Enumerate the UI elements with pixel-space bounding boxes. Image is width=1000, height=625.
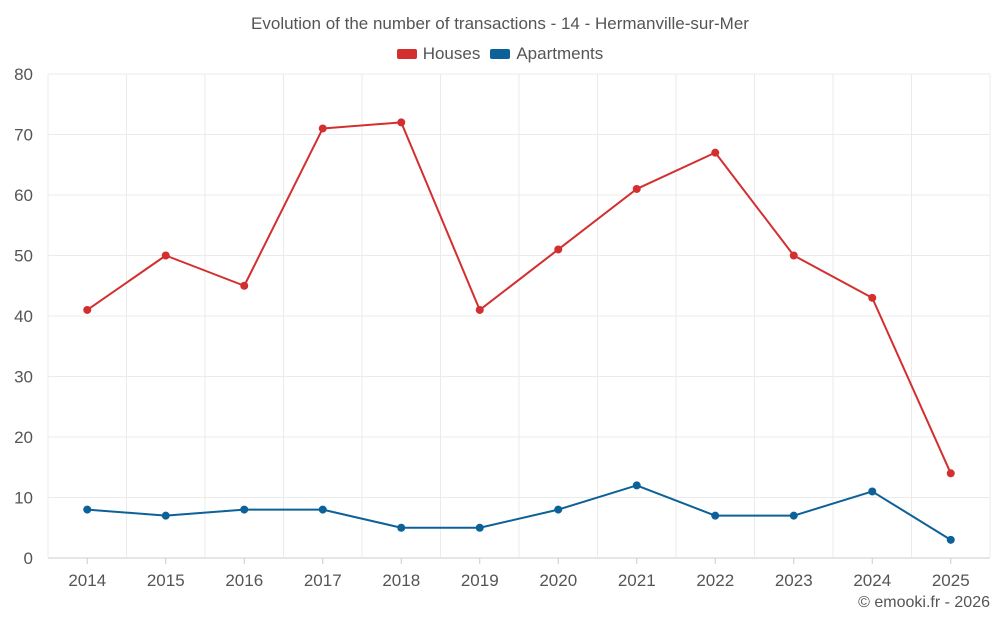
x-tick-label: 2022: [696, 571, 734, 590]
y-tick-label: 20: [14, 428, 33, 447]
legend-item-houses[interactable]: Houses: [396, 44, 481, 64]
x-tick-label: 2015: [147, 571, 185, 590]
y-tick-label: 60: [14, 186, 33, 205]
x-tick-label: 2023: [775, 571, 813, 590]
data-point-apartments-2020[interactable]: [554, 505, 563, 514]
series-line-apartments: [87, 484, 952, 541]
y-tick-label: 40: [14, 307, 33, 326]
x-tick-label: 2018: [382, 571, 420, 590]
data-point-houses-2016[interactable]: [240, 281, 249, 290]
legend-item-apartments[interactable]: Apartments: [490, 44, 603, 64]
series-group: [83, 118, 955, 544]
x-tick-label: 2020: [539, 571, 577, 590]
data-point-apartments-2022[interactable]: [711, 511, 720, 520]
credit-text: © emooki.fr - 2026: [858, 594, 990, 611]
legend-label-houses: Houses: [422, 44, 481, 63]
chart-title: Evolution of the number of transactions …: [251, 14, 749, 33]
legend-swatch-houses: [396, 49, 417, 59]
data-point-houses-2022[interactable]: [711, 148, 720, 157]
data-point-apartments-2017[interactable]: [318, 505, 327, 514]
x-tick-label: 2014: [68, 571, 106, 590]
x-tick-label: 2016: [225, 571, 263, 590]
y-tick-label: 80: [14, 65, 33, 84]
x-tick-label: 2024: [853, 571, 891, 590]
data-point-apartments-2018[interactable]: [397, 523, 406, 532]
data-point-apartments-2025[interactable]: [946, 535, 955, 544]
data-point-houses-2015[interactable]: [161, 251, 170, 260]
data-point-apartments-2023[interactable]: [789, 511, 798, 520]
data-point-houses-2021[interactable]: [632, 184, 641, 193]
data-point-apartments-2021[interactable]: [632, 481, 641, 490]
y-tick-label: 50: [14, 247, 33, 266]
data-point-houses-2019[interactable]: [475, 305, 484, 314]
data-point-apartments-2024[interactable]: [868, 487, 877, 496]
data-point-apartments-2014[interactable]: [83, 505, 92, 514]
data-point-houses-2024[interactable]: [868, 293, 877, 302]
data-point-houses-2023[interactable]: [789, 251, 798, 260]
legend: Houses Apartments: [0, 44, 1000, 64]
x-tick-label: 2025: [932, 571, 970, 590]
data-point-houses-2018[interactable]: [397, 118, 406, 127]
y-tick-label: 10: [14, 489, 33, 508]
data-point-houses-2025[interactable]: [946, 469, 955, 478]
x-tick-label: 2017: [304, 571, 342, 590]
y-tick-label: 70: [14, 126, 33, 145]
data-point-houses-2017[interactable]: [318, 124, 327, 133]
x-axis-ticks: 2014 2015 2016 2017 2018 2019 2020 2021 2022 2023…: [68, 558, 970, 590]
y-tick-label: 0: [24, 549, 33, 568]
data-point-apartments-2016[interactable]: [240, 505, 249, 514]
legend-swatch-apartments: [490, 49, 511, 59]
data-point-houses-2020[interactable]: [554, 245, 563, 254]
legend-label-apartments: Apartments: [516, 44, 604, 63]
series-line-houses: [86, 121, 952, 474]
data-point-apartments-2019[interactable]: [475, 523, 484, 532]
grid-lines: [47, 73, 991, 559]
data-point-apartments-2015[interactable]: [161, 511, 170, 520]
x-tick-label: 2019: [461, 571, 499, 590]
data-point-houses-2014[interactable]: [83, 305, 92, 314]
y-axis-ticks: 0 10 20 30 40 50 60 70 80: [14, 65, 33, 568]
x-tick-label: 2021: [618, 571, 656, 590]
y-tick-label: 30: [14, 368, 33, 387]
